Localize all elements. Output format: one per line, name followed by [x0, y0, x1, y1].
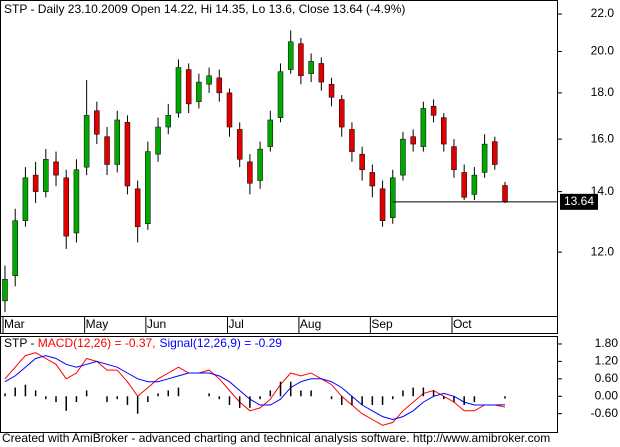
macd-line	[4, 352, 506, 426]
candle-body	[124, 122, 131, 187]
macd-panel	[0, 336, 558, 433]
x-tick-label: Jun	[147, 317, 166, 331]
candle-body	[298, 43, 304, 77]
y-tick-label: -0.60	[591, 406, 619, 420]
candle-body	[451, 146, 457, 171]
macd-line	[4, 355, 506, 421]
candle-body	[277, 71, 284, 118]
x-tick-label: Oct	[453, 317, 472, 331]
macd-prefix: STP -	[4, 336, 38, 350]
candle-body	[53, 161, 59, 176]
candle-body	[236, 129, 243, 160]
candle-body	[185, 69, 192, 105]
footer: Created with AmiBroker - advanced charti…	[2, 431, 550, 445]
candle-body	[338, 99, 345, 128]
y-tick-label: 0.00	[595, 388, 619, 402]
x-tick-label: Sep	[371, 317, 393, 331]
candle-body	[43, 159, 49, 192]
last-price-label: 13.64	[564, 194, 594, 208]
candle-body	[359, 153, 365, 171]
candle-body	[114, 119, 120, 165]
x-tick-label: Mar	[4, 317, 25, 331]
candle-body	[481, 143, 488, 173]
candle-body	[94, 110, 100, 135]
candle-body	[257, 148, 263, 181]
candle-body	[22, 177, 29, 221]
candle-body	[287, 41, 294, 70]
candle-body	[400, 138, 406, 176]
candle-body	[318, 63, 325, 83]
candle-body	[328, 83, 335, 98]
y-tick-label: 18.0	[591, 85, 615, 99]
candle-body	[63, 177, 69, 237]
y-tick-label: 20.0	[591, 44, 615, 58]
candle-body	[349, 129, 355, 152]
candle-body	[267, 119, 274, 147]
legend-signal: Signal(12,26,9) = -0.29	[160, 336, 283, 350]
legend-macd: MACD(12,26) = -0.37,	[38, 336, 156, 350]
candle-body	[441, 117, 447, 145]
y-tick-label: 1.80	[595, 336, 619, 350]
candle-body	[134, 188, 141, 228]
candle-body	[308, 61, 314, 74]
x-tick-label: May	[86, 317, 109, 331]
y-tick-label: 0.60	[595, 371, 619, 385]
candle-body	[73, 169, 80, 234]
candle-body	[226, 92, 233, 128]
candle-body	[502, 185, 508, 203]
candle-body	[12, 220, 18, 277]
price-panel	[0, 0, 558, 334]
candle-body	[379, 188, 386, 221]
candle-body	[165, 115, 172, 128]
x-tick-label: Aug	[300, 317, 321, 331]
candle-body	[420, 108, 427, 147]
y-tick-label: 1.20	[595, 354, 619, 368]
candle-body	[32, 174, 39, 192]
candle-body	[390, 177, 396, 218]
candle-body	[155, 126, 161, 155]
candle-body	[2, 279, 8, 302]
candle-body	[145, 151, 151, 224]
candle-body	[216, 77, 223, 94]
last-price-box	[560, 193, 598, 210]
macd-header: STP - MACD(12,26) = -0.37, Signal(12,26,9…	[4, 336, 282, 350]
y-tick-label: 12.0	[591, 244, 615, 258]
chart-title: STP - Daily 23.10.2009 Open 14.22, Hi 14…	[4, 2, 405, 16]
candle-body	[175, 67, 182, 114]
candle-body	[83, 115, 90, 168]
candle-body	[471, 174, 478, 195]
candle-body	[206, 75, 212, 85]
candle-body	[430, 105, 437, 116]
candle-body	[369, 172, 376, 187]
candle-body	[410, 136, 416, 145]
candle-body	[196, 81, 202, 102]
candle-body	[104, 136, 110, 165]
candle-body	[247, 161, 253, 184]
x-tick-label: Jul	[228, 317, 243, 331]
candle-body	[461, 172, 467, 198]
candle-body	[492, 141, 498, 165]
y-tick-label: 16.0	[591, 131, 615, 145]
y-tick-label: 22.0	[591, 6, 615, 20]
